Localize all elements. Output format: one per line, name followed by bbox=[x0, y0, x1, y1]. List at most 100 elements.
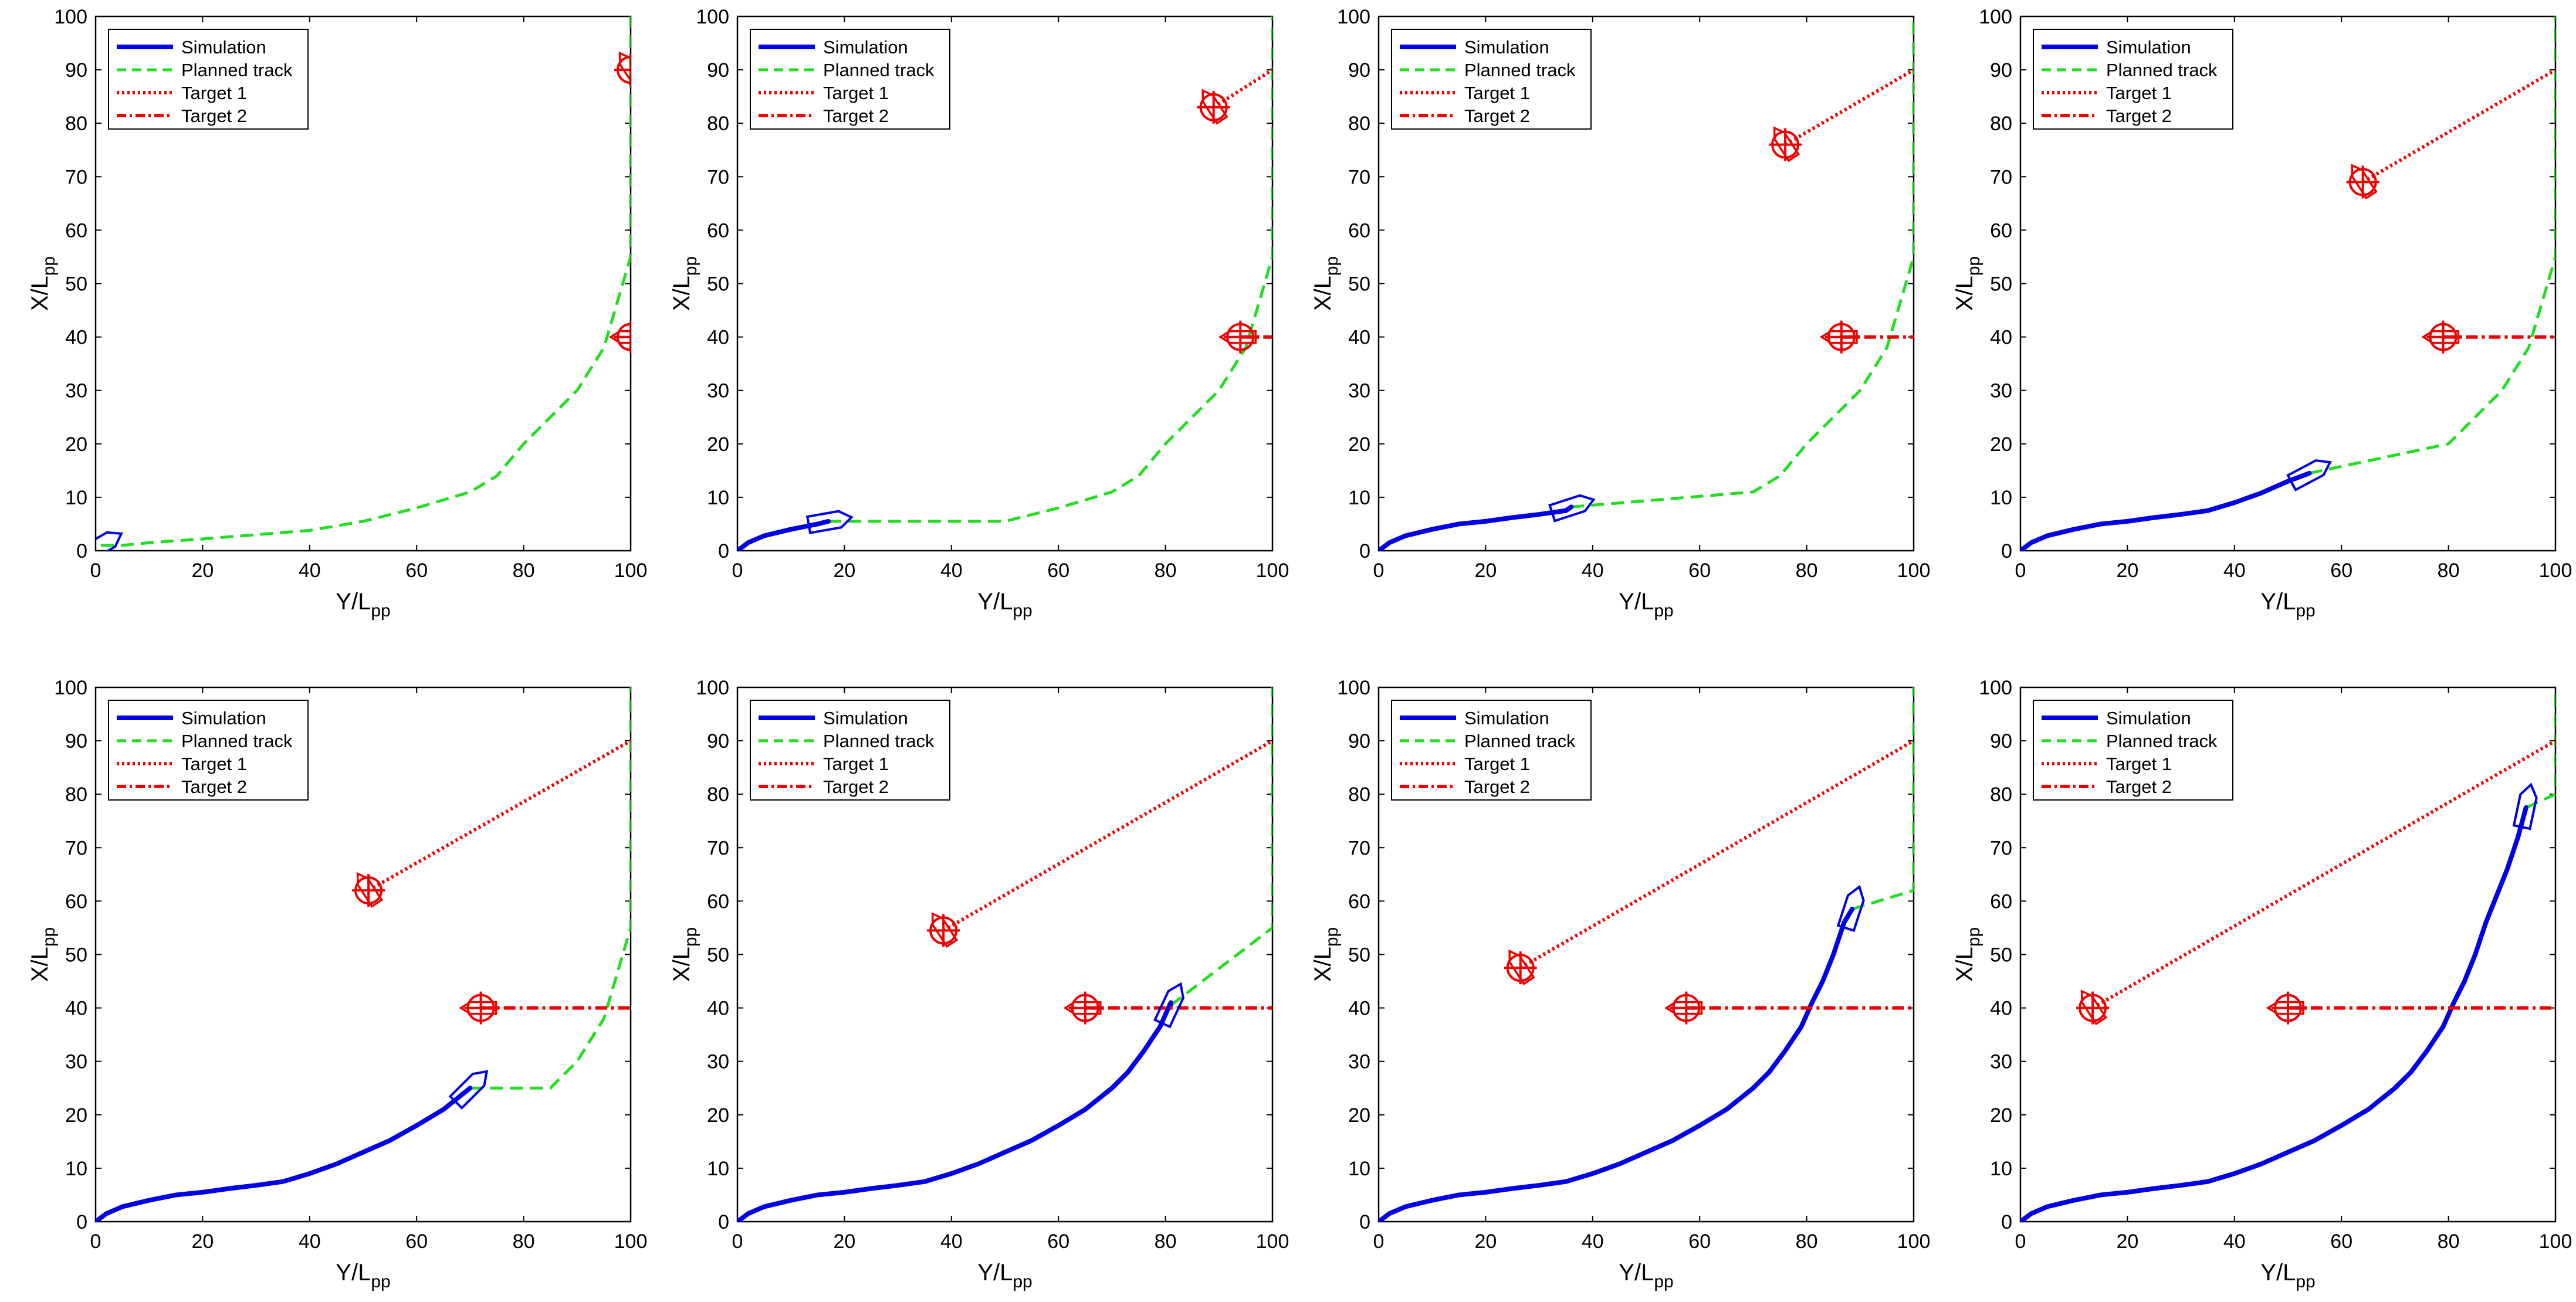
y-tick-label: 70 bbox=[65, 166, 87, 188]
x-tick-label: 0 bbox=[1373, 560, 1385, 582]
target-hull bbox=[2080, 989, 2108, 1026]
y-tick-label: 60 bbox=[1348, 890, 1370, 913]
target1-marker bbox=[2076, 989, 2110, 1026]
subplot-5: 0 20 40 60 80 100 0 10 20 30 40 50 60 70 80 90 100 Y/Lpp X… bbox=[27, 677, 647, 1291]
own-ship-hull bbox=[2286, 459, 2332, 491]
y-tick-label: 80 bbox=[707, 113, 729, 135]
target-hull bbox=[2266, 1001, 2304, 1015]
y-tick-label: 30 bbox=[1990, 380, 2012, 402]
y-tick-label: 0 bbox=[1359, 1211, 1370, 1233]
x-tick-label: 100 bbox=[2539, 560, 2572, 582]
y-tick-label: 20 bbox=[1348, 1104, 1370, 1127]
legend-planned-track-label: Planned track bbox=[1464, 731, 1576, 751]
x-tick-label: 80 bbox=[2438, 1230, 2460, 1253]
x-axis-label: Y/Lpp bbox=[977, 589, 1032, 621]
y-tick-label: 10 bbox=[707, 487, 729, 509]
target1-marker bbox=[352, 872, 385, 908]
planned-track-line bbox=[828, 16, 1272, 523]
simulation-line bbox=[737, 518, 831, 551]
y-tick-label: 100 bbox=[1337, 6, 1370, 28]
y-tick-label: 100 bbox=[696, 6, 729, 28]
legend-planned-track-label: Planned track bbox=[823, 731, 935, 751]
target-hull bbox=[459, 1001, 497, 1015]
y-axis-label: X/Lpp bbox=[669, 927, 700, 982]
x-tick-label: 0 bbox=[2015, 1230, 2026, 1253]
y-tick-label: 90 bbox=[1348, 730, 1370, 752]
y-tick-label: 50 bbox=[707, 944, 729, 967]
y-tick-label: 30 bbox=[707, 380, 729, 402]
target1-line bbox=[1213, 68, 1272, 109]
y-tick-label: 60 bbox=[1990, 890, 2012, 913]
x-tick-label: 100 bbox=[1256, 1230, 1289, 1253]
x-tick-label: 20 bbox=[833, 1230, 855, 1253]
planned-track-line bbox=[2525, 687, 2555, 809]
own-ship-hull bbox=[805, 510, 854, 534]
y-tick-label: 70 bbox=[1348, 166, 1370, 188]
x-axis-label: Y/Lpp bbox=[1619, 1260, 1673, 1291]
target2-marker bbox=[459, 991, 497, 1025]
legend-target-1-label: Target 1 bbox=[1464, 754, 1530, 774]
x-tick-label: 80 bbox=[1796, 560, 1818, 582]
simulation-line bbox=[2020, 470, 2312, 551]
y-tick-label: 30 bbox=[1348, 380, 1370, 402]
plot-area bbox=[96, 687, 631, 1222]
x-tick-label: 20 bbox=[1474, 1230, 1497, 1253]
x-tick-label: 40 bbox=[940, 1230, 963, 1253]
x-tick-label: 0 bbox=[732, 1230, 743, 1253]
y-tick-label: 70 bbox=[65, 837, 87, 859]
y-tick-label: 10 bbox=[707, 1158, 729, 1180]
y-tick-label: 0 bbox=[2001, 1211, 2012, 1233]
x-tick-label: 80 bbox=[513, 560, 535, 582]
legend-target-1-label: Target 1 bbox=[181, 83, 247, 103]
own-ship bbox=[1836, 884, 1865, 933]
y-tick-label: 10 bbox=[1348, 487, 1370, 509]
own-ship-hull bbox=[96, 531, 123, 551]
y-tick-label: 60 bbox=[1990, 219, 2012, 242]
target-hull bbox=[1201, 89, 1228, 125]
subplot-8: 0 20 40 60 80 100 0 10 20 30 40 50 60 70 80 90 100 Y/Lpp X… bbox=[1952, 677, 2572, 1291]
planned-track-line bbox=[101, 16, 631, 547]
target-hull bbox=[1819, 330, 1858, 344]
simulation-line bbox=[1379, 907, 1855, 1222]
plot-area bbox=[737, 16, 1272, 551]
x-tick-label: 40 bbox=[2223, 560, 2246, 582]
y-tick-label: 80 bbox=[1348, 784, 1370, 806]
y-tick-label: 90 bbox=[1348, 59, 1370, 82]
x-tick-label: 60 bbox=[2330, 1230, 2352, 1253]
legend-simulation-label: Simulation bbox=[181, 708, 266, 728]
y-tick-label: 20 bbox=[65, 433, 87, 456]
x-tick-label: 40 bbox=[1582, 1230, 1604, 1253]
subplot-7: 0 20 40 60 80 100 0 10 20 30 40 50 60 70 80 90 100 Y/Lpp X… bbox=[1310, 677, 1930, 1291]
x-tick-label: 20 bbox=[191, 560, 214, 582]
x-tick-label: 40 bbox=[299, 560, 321, 582]
y-tick-label: 10 bbox=[65, 1158, 87, 1180]
y-tick-label: 50 bbox=[1990, 944, 2012, 967]
own-ship-hull bbox=[2512, 782, 2538, 830]
target-hull bbox=[1508, 949, 1535, 985]
x-tick-label: 60 bbox=[405, 560, 428, 582]
plot-area bbox=[737, 687, 1272, 1222]
x-tick-label: 100 bbox=[2539, 1230, 2572, 1253]
y-tick-label: 70 bbox=[1990, 166, 2012, 188]
x-tick-label: 20 bbox=[2116, 560, 2138, 582]
y-tick-label: 50 bbox=[707, 273, 729, 296]
y-tick-label: 90 bbox=[1990, 730, 2012, 752]
x-axis-label: Y/Lpp bbox=[2260, 1260, 2315, 1291]
legend-simulation-label: Simulation bbox=[823, 37, 908, 57]
legend-simulation-label: Simulation bbox=[1464, 37, 1549, 57]
y-tick-label: 50 bbox=[65, 944, 87, 967]
x-tick-label: 40 bbox=[940, 560, 963, 582]
x-axis-label: Y/Lpp bbox=[336, 589, 390, 621]
target2-marker bbox=[2266, 991, 2304, 1025]
y-tick-label: 80 bbox=[1348, 113, 1370, 135]
x-tick-label: 80 bbox=[1796, 1230, 1818, 1253]
legend-target-1-label: Target 1 bbox=[823, 83, 889, 103]
x-tick-label: 100 bbox=[1897, 1230, 1931, 1253]
x-tick-label: 80 bbox=[2438, 560, 2460, 582]
y-tick-label: 0 bbox=[718, 540, 729, 562]
legend: Simulation Planned track Target 1 Target 2 bbox=[2033, 700, 2233, 801]
legend-target-2-label: Target 2 bbox=[2106, 106, 2172, 126]
legend-simulation-label: Simulation bbox=[181, 37, 266, 57]
own-ship bbox=[2512, 782, 2538, 830]
y-axis-label: X/Lpp bbox=[27, 927, 59, 982]
